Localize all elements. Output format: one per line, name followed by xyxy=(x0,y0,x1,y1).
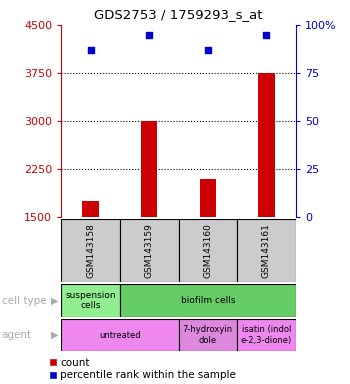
Bar xyxy=(61,319,178,351)
Title: GDS2753 / 1759293_s_at: GDS2753 / 1759293_s_at xyxy=(94,8,263,21)
Bar xyxy=(178,219,237,282)
Text: GSM143159: GSM143159 xyxy=(145,223,154,278)
Text: ▶: ▶ xyxy=(50,296,58,306)
Text: GSM143160: GSM143160 xyxy=(203,223,212,278)
Bar xyxy=(199,179,216,217)
Text: ▶: ▶ xyxy=(50,330,58,340)
Text: cell type: cell type xyxy=(2,296,46,306)
Text: suspension
cells: suspension cells xyxy=(65,291,116,310)
Text: untreated: untreated xyxy=(99,331,141,339)
Text: agent: agent xyxy=(2,330,32,340)
Bar xyxy=(120,219,178,282)
Bar xyxy=(120,284,296,317)
Bar xyxy=(141,121,158,217)
Point xyxy=(205,47,211,53)
Bar xyxy=(237,219,296,282)
Bar xyxy=(61,219,120,282)
Bar xyxy=(178,319,237,351)
Text: 7-hydroxyin
dole: 7-hydroxyin dole xyxy=(183,325,233,345)
Text: GSM143158: GSM143158 xyxy=(86,223,95,278)
Text: biofilm cells: biofilm cells xyxy=(181,296,235,305)
Point xyxy=(264,31,269,38)
Bar xyxy=(237,319,296,351)
Bar xyxy=(82,201,99,217)
Point xyxy=(146,31,152,38)
Point xyxy=(88,47,93,53)
Text: GSM143161: GSM143161 xyxy=(262,223,271,278)
Text: isatin (indol
e-2,3-dione): isatin (indol e-2,3-dione) xyxy=(241,325,292,345)
Legend: count, percentile rank within the sample: count, percentile rank within the sample xyxy=(49,358,236,380)
Bar xyxy=(61,284,120,317)
Bar xyxy=(258,73,275,217)
